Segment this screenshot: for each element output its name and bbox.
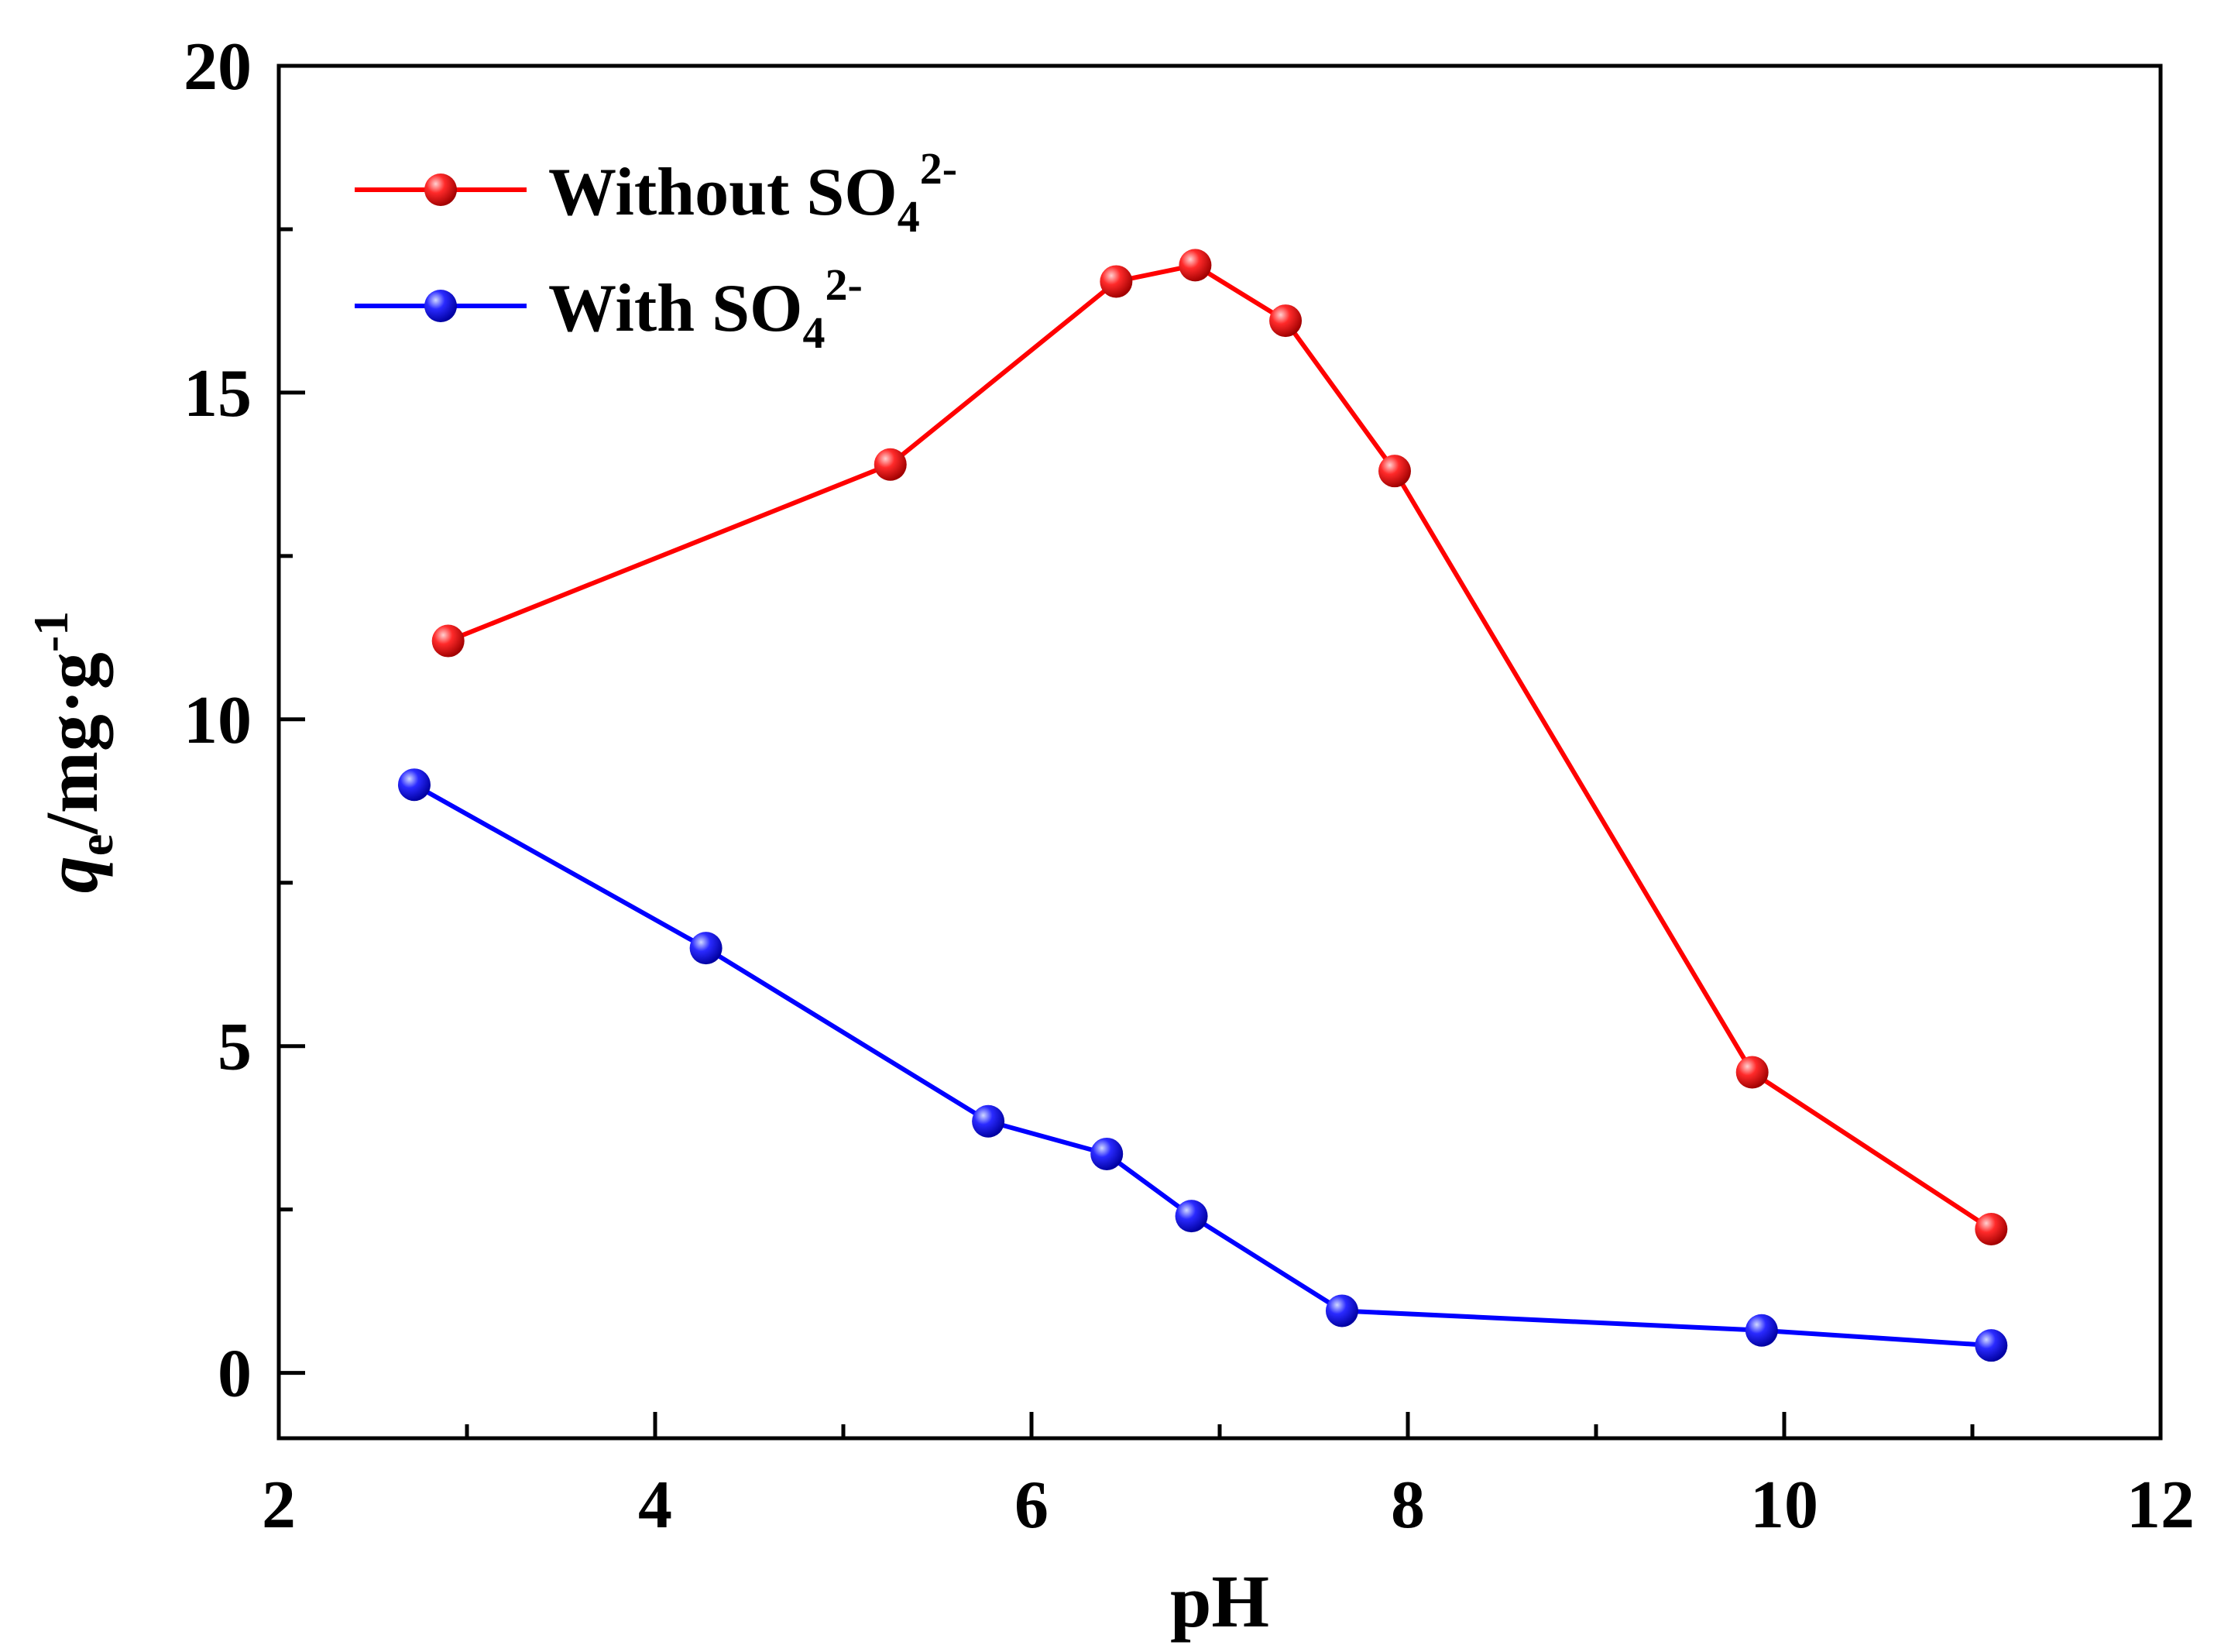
- data-point-with-so4: [689, 932, 723, 965]
- legend-marker-without-so4: [424, 173, 457, 206]
- data-point-without-so4: [1378, 455, 1411, 488]
- y-axis-label-sub: e: [68, 834, 123, 856]
- data-point-with-so4: [1175, 1200, 1208, 1233]
- series-line-without-so4: [447, 263, 1993, 1231]
- x-tick-label: 8: [1391, 1468, 1425, 1543]
- x-tick-label: 6: [1014, 1468, 1049, 1543]
- legend-label-without-so4: Without SO42-: [548, 143, 957, 242]
- legend-marker-with-so4: [424, 290, 457, 322]
- y-axis-label-var: q: [30, 856, 113, 893]
- data-point-without-so4: [1735, 1056, 1769, 1089]
- y-tick-label: 0: [218, 1337, 252, 1412]
- series-group: [397, 249, 2008, 1362]
- y-axis: 0 5 10 15 20: [184, 29, 305, 1412]
- data-point-with-so4: [972, 1104, 1005, 1138]
- x-tick-label: 2: [262, 1468, 296, 1543]
- data-point-without-so4: [431, 624, 465, 658]
- y-tick-label: 5: [218, 1010, 252, 1085]
- x-tick-label: 10: [1750, 1468, 1818, 1543]
- y-tick-label: 10: [184, 683, 252, 758]
- data-point-without-so4: [1269, 304, 1303, 338]
- data-point-without-so4: [1100, 265, 1133, 298]
- y-axis-label-unit: /mg·g: [30, 652, 113, 835]
- data-point-without-so4: [874, 448, 907, 481]
- y-tick-label: 20: [184, 29, 252, 105]
- y-tick-label: 15: [184, 356, 252, 431]
- x-tick-label: 12: [2126, 1468, 2195, 1543]
- series-line-with-so4: [413, 782, 1992, 1348]
- data-point-with-so4: [1090, 1137, 1124, 1170]
- y-axis-label-sup: -1: [23, 611, 78, 652]
- data-point-with-so4: [1975, 1329, 2008, 1362]
- data-point-without-so4: [1975, 1212, 2008, 1245]
- x-axis: 2 4 6 8 10 12: [262, 1412, 2195, 1543]
- data-point-with-so4: [1745, 1314, 1778, 1347]
- data-point-without-so4: [1179, 249, 1212, 282]
- legend-label-with-so4: With SO42-: [548, 259, 863, 358]
- data-point-with-so4: [397, 768, 431, 802]
- x-axis-label: pH: [1170, 1560, 1269, 1643]
- x-tick-label: 4: [638, 1468, 672, 1543]
- y-axis-label: qe/mg·g-1: [23, 611, 123, 893]
- data-point-with-so4: [1325, 1294, 1358, 1327]
- legend: Without SO42- With SO42-: [355, 143, 957, 358]
